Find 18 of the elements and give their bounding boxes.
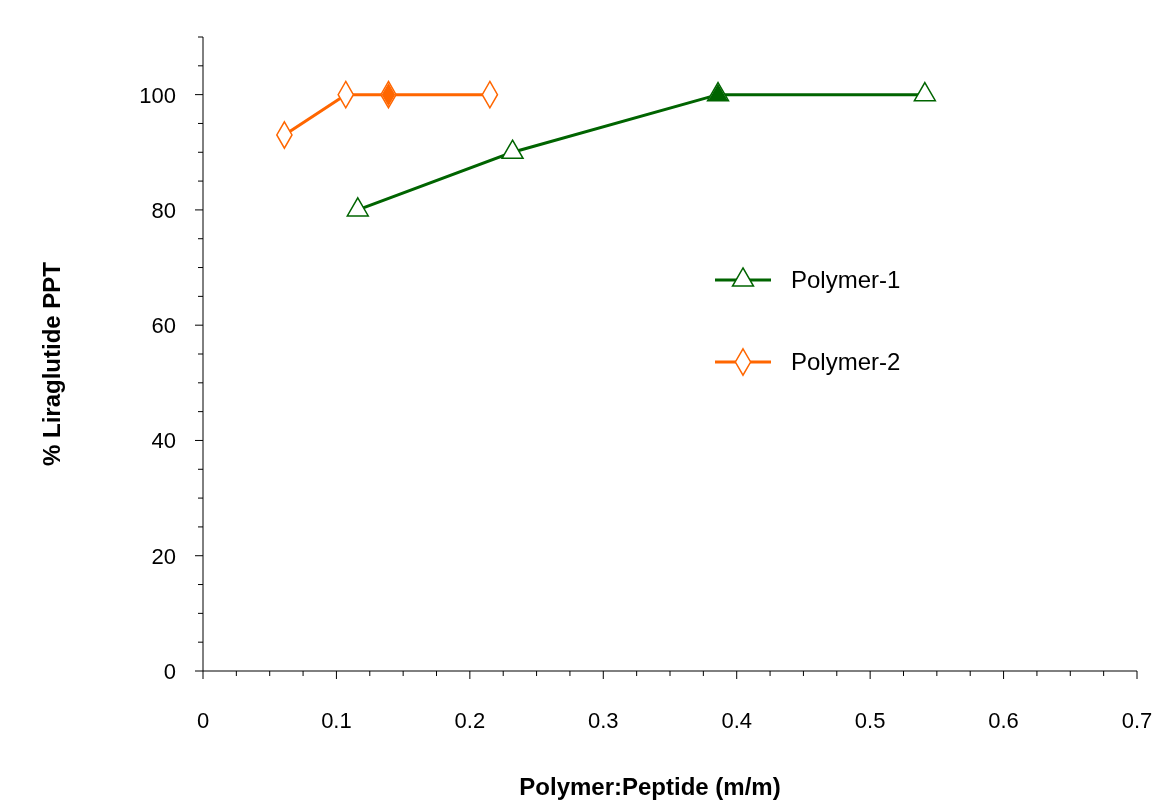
x-axis-title: Polymer:Peptide (m/m): [519, 773, 781, 800]
y-tick-label: 0: [163, 659, 176, 684]
x-tick-label: 0.4: [721, 708, 753, 733]
legend-label: Polymer-1: [791, 266, 901, 293]
x-tick-label: 0.5: [854, 708, 886, 733]
x-tick-label: 0.3: [587, 708, 619, 733]
y-tick-label: 60: [151, 313, 176, 339]
x-tick-label: 0.1: [321, 708, 352, 733]
x-tick-label: 0.7: [1121, 708, 1153, 733]
y-tick-label: 40: [151, 428, 176, 454]
y-tick-label: 100: [139, 82, 176, 108]
y-tick-label: 80: [151, 197, 176, 223]
x-tick-label: 0: [196, 708, 210, 733]
x-tick-label: 0.6: [988, 708, 1019, 733]
legend-label: Polymer-2: [791, 348, 901, 375]
x-tick-label: 0.2: [454, 708, 486, 733]
y-axis-title: % Liraglutide PPT: [38, 261, 65, 467]
y-tick-label: 20: [151, 543, 176, 569]
